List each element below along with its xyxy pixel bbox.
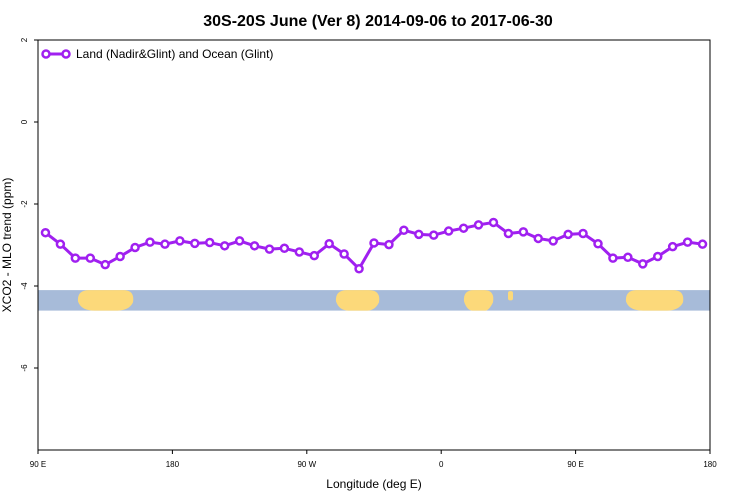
data-point <box>130 242 140 253</box>
data-point <box>219 241 230 251</box>
data-point <box>369 238 379 248</box>
land-africa <box>463 290 494 311</box>
data-point <box>458 223 469 233</box>
y-tick-label: -6 <box>20 364 29 372</box>
data-point <box>503 228 514 239</box>
y-axis: 2 0 -2 -4 -6 <box>20 37 38 372</box>
data-point <box>652 251 663 262</box>
data-point <box>623 252 633 263</box>
data-point <box>667 241 678 252</box>
x-tick-label: 90 W <box>297 460 316 469</box>
data-point <box>190 238 200 249</box>
data-point <box>638 259 648 269</box>
data-point <box>294 247 305 257</box>
data-point <box>204 237 215 248</box>
data-point <box>548 236 558 246</box>
data-point <box>234 236 245 246</box>
legend: Land (Nadir&Glint) and Ocean (Glint) <box>41 47 273 61</box>
data-point <box>593 239 603 249</box>
data-point <box>384 239 394 250</box>
y-tick-label: 2 <box>20 37 29 42</box>
x-axis-label: Longitude (deg E) <box>326 477 421 491</box>
data-point <box>518 227 529 237</box>
land-south-america <box>335 290 380 311</box>
legend-marker-left <box>41 49 51 59</box>
data-point <box>40 227 51 238</box>
data-point <box>414 229 424 240</box>
data-point <box>339 249 349 259</box>
x-tick-label: 90 E <box>30 460 46 469</box>
data-point <box>70 253 81 263</box>
data-point <box>279 243 290 254</box>
land-australia <box>77 290 134 311</box>
data-point <box>682 237 693 247</box>
data-point <box>264 244 275 254</box>
data-point <box>608 253 618 263</box>
y-axis-label: XCO2 - MLO trend (ppm) <box>0 178 14 313</box>
data-point <box>578 228 588 239</box>
data-point <box>160 239 170 249</box>
data-point <box>85 253 96 263</box>
x-tick-label: 90 E <box>567 460 583 469</box>
data-point <box>399 225 409 235</box>
land-madagascar <box>508 291 513 301</box>
data-point <box>354 264 364 274</box>
data-point <box>249 241 260 251</box>
data-point <box>55 239 66 249</box>
x-tick-label: 0 <box>439 460 444 469</box>
data-point <box>473 220 484 230</box>
data-point <box>115 251 125 262</box>
y-tick-label: -4 <box>20 282 29 290</box>
land-australia-2 <box>625 290 684 311</box>
data-point <box>428 230 439 240</box>
y-tick-label: -2 <box>20 200 29 208</box>
data-point <box>443 226 454 236</box>
world-map-strip <box>38 290 710 311</box>
legend-label: Land (Nadir&Glint) and Ocean (Glint) <box>76 47 273 61</box>
data-point <box>324 239 334 249</box>
data-point <box>175 236 185 246</box>
x-tick-label: 180 <box>703 460 717 469</box>
data-point <box>145 237 155 247</box>
y-tick-label: 0 <box>20 119 29 124</box>
data-point <box>697 239 708 249</box>
plot-frame <box>37 39 711 451</box>
data-point <box>488 217 499 228</box>
data-point <box>533 233 544 244</box>
x-tick-label: 180 <box>166 460 180 469</box>
chart-title: 30S-20S June (Ver 8) 2014-09-06 to 2017-… <box>203 13 553 30</box>
data-point <box>100 259 110 270</box>
data-point <box>309 250 320 261</box>
legend-marker-right <box>61 49 71 59</box>
x-axis: 90 E 180 90 W 0 90 E 180 <box>30 450 717 469</box>
data-point <box>563 229 573 240</box>
series-layer <box>40 217 708 274</box>
